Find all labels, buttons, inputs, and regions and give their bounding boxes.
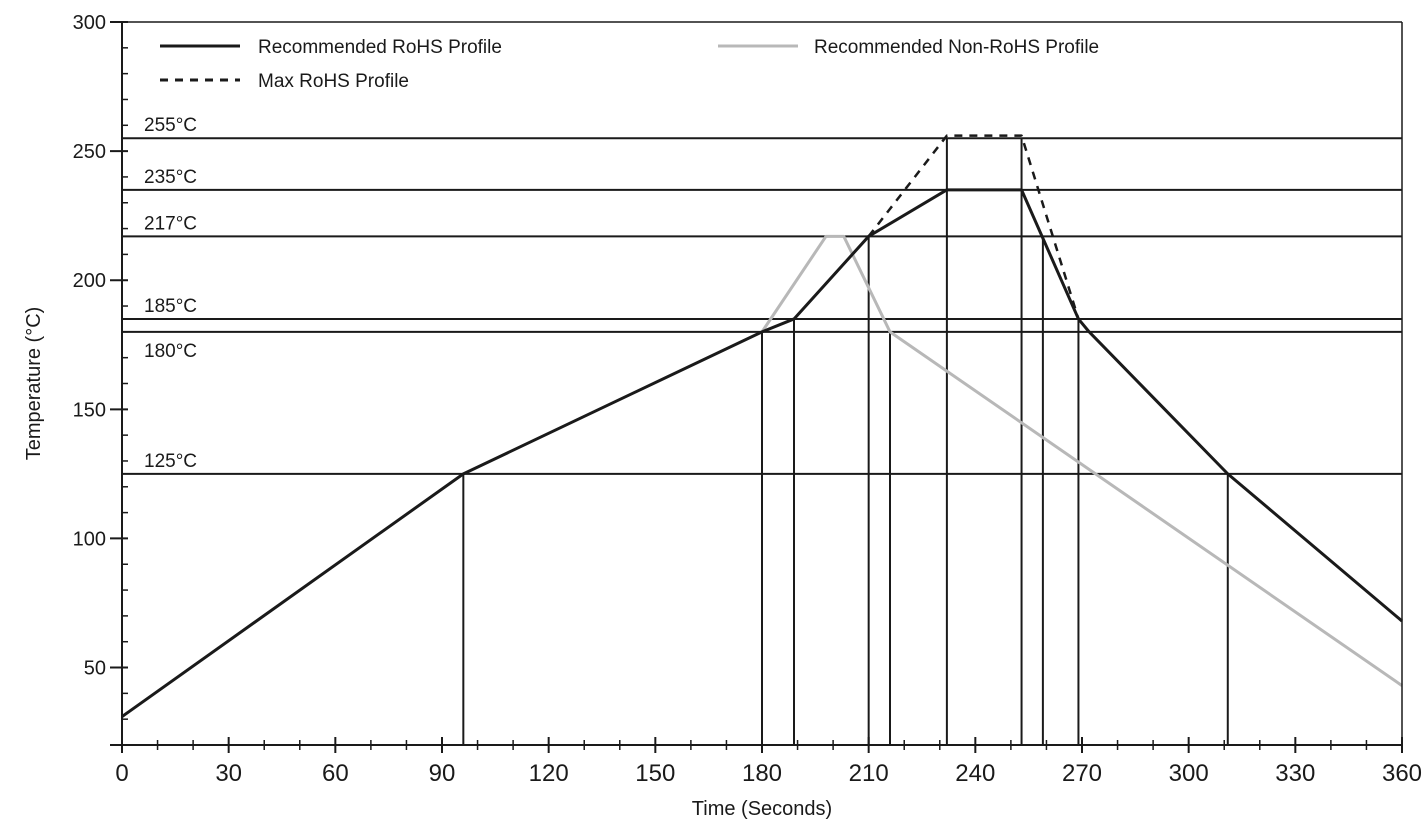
x-tick-label: 330	[1275, 760, 1315, 787]
y-tick-label: 200	[73, 270, 106, 292]
series-lines	[121, 134, 1403, 718]
ref-label-125: 125°C	[144, 451, 197, 472]
ref-label-180: 180°C	[144, 341, 197, 362]
x-tick-label: 270	[1062, 760, 1102, 787]
x-tick-label: 0	[115, 760, 128, 787]
x-tick-label: 120	[529, 760, 569, 787]
x-axis-title: Time (Seconds)	[692, 798, 832, 820]
x-tick-label: 360	[1382, 760, 1422, 787]
x-tick-label: 150	[635, 760, 675, 787]
ref-label-185: 185°C	[144, 296, 197, 317]
y-tick-label: 250	[73, 141, 106, 163]
axes: 50 100 150 200 250 300 0 30 60 90 120 150 180 210 240 2…	[73, 12, 1422, 787]
x-tick-label: 90	[429, 760, 456, 787]
series-recommended-non-rohs-profile	[760, 234, 1403, 687]
ref-label-217: 217°C	[144, 213, 197, 234]
y-axis-title: Temperature (°C)	[23, 307, 45, 461]
ref-label-255: 255°C	[144, 115, 197, 136]
x-tick-label: 60	[322, 760, 349, 787]
vertical-markers	[462, 138, 1229, 745]
series-recommended-rohs-profile	[121, 188, 1403, 718]
y-tick-label: 300	[73, 12, 106, 34]
legend: Recommended RoHS Profile Recommended Non-…	[160, 37, 1099, 92]
y-tick-label: 150	[73, 399, 106, 421]
x-tick-label: 300	[1169, 760, 1209, 787]
x-tick-label: 30	[215, 760, 242, 787]
x-tick-label: 240	[955, 760, 995, 787]
series-max-rohs-profile	[867, 134, 1080, 320]
x-tick-label: 180	[742, 760, 782, 787]
legend-label-recommended-non-rohs-profile: Recommended Non-RoHS Profile	[814, 37, 1099, 58]
x-tick-label: 210	[849, 760, 889, 787]
y-tick-label: 100	[73, 528, 106, 550]
ref-label-235: 235°C	[144, 167, 197, 188]
legend-label-recommended-rohs-profile: Recommended RoHS Profile	[258, 37, 502, 58]
y-tick-label: 50	[84, 658, 106, 680]
legend-label-max-rohs-profile: Max RoHS Profile	[258, 71, 409, 92]
